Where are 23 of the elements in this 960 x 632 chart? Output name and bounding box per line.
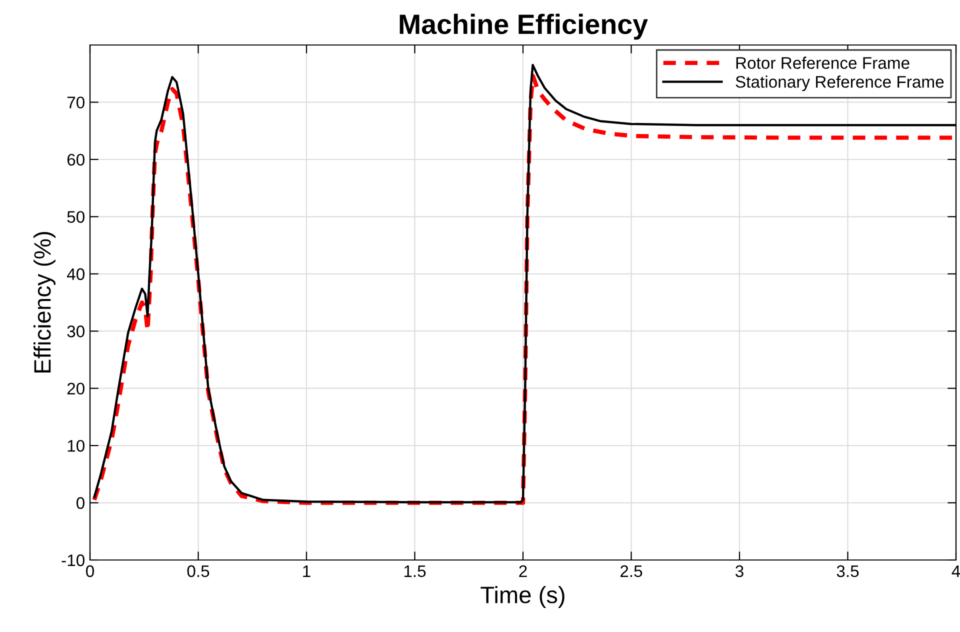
- y-axis-title: Efficiency (%): [33, 232, 56, 373]
- y-tick-label: 30: [67, 326, 84, 338]
- y-tick-label: 20: [67, 382, 84, 395]
- y-tick-label: 70: [67, 96, 84, 108]
- chart-title: Machine Efficiency: [400, 14, 648, 40]
- x-tick-label: 3: [736, 565, 744, 578]
- x-tick-label: 3.5: [836, 565, 859, 578]
- y-tick-label: 10: [68, 440, 84, 452]
- x-tick-label: 4: [952, 565, 960, 577]
- y-tick-label: 60: [67, 154, 84, 166]
- x-tick-label: 0.5: [187, 565, 210, 578]
- y-tick-label: -10: [62, 554, 84, 566]
- x-tick-label: 2: [519, 565, 527, 577]
- x-tick-label: 1: [303, 565, 310, 577]
- y-tick-label: 50: [67, 211, 84, 223]
- x-tick-label: 2.5: [620, 565, 642, 578]
- x-tick-label: 1.5: [404, 565, 426, 578]
- y-tick-label: 0: [76, 497, 84, 509]
- x-tick-label: 0: [86, 565, 94, 578]
- y-tick-label: 40: [66, 268, 84, 280]
- x-axis-title: Time (s): [480, 586, 564, 608]
- legend-label: Stationary Reference Frame: [736, 76, 944, 92]
- legend-label: Rotor Reference Frame: [736, 56, 910, 69]
